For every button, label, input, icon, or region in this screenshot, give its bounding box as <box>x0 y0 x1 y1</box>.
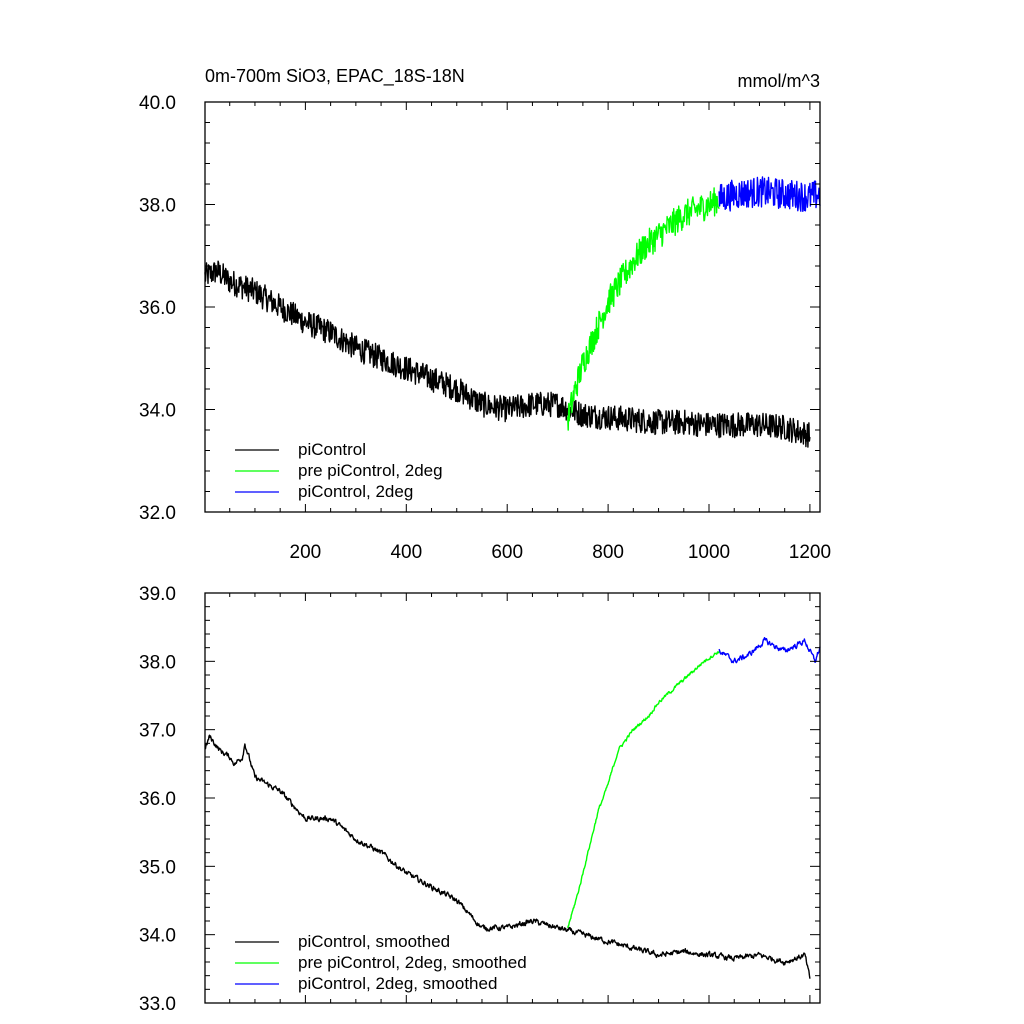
y-tick-label: 33.0 <box>139 994 176 1015</box>
x-tick-label: 600 <box>491 542 523 563</box>
x-tick-label: 1200 <box>789 542 831 563</box>
x-tick-label: 800 <box>592 542 624 563</box>
x-tick-label: 400 <box>390 542 422 563</box>
bottom-series-group <box>204 637 821 979</box>
legend-label: piControl <box>298 440 366 459</box>
series-line-bottom-2 <box>718 637 821 664</box>
bottom-legend: piControl, smoothed pre piControl, 2deg, … <box>235 932 527 993</box>
series-line-bottom-1 <box>567 651 720 929</box>
y-tick-label: 36.0 <box>139 789 176 810</box>
panel-title: 0m-700m SiO3, EPAC_18S-18N <box>205 66 465 87</box>
legend-label: piControl, 2deg, smoothed <box>298 974 497 993</box>
y-tick-label: 34.0 <box>139 926 176 947</box>
top-axes: 200 400 600 800 1000 1200 32.0 34.0 36.0 38.0 40.0 <box>139 93 831 563</box>
series-line-top-2 <box>718 176 821 213</box>
y-tick-label: 40.0 <box>139 93 176 114</box>
y-tick-label: 35.0 <box>139 857 176 878</box>
y-tick-label: 38.0 <box>139 652 176 673</box>
x-tick-label: 200 <box>290 542 322 563</box>
x-tick-label: 1000 <box>688 542 730 563</box>
panel-bottom: 33.0 34.0 35.0 36.0 37.0 38.0 39.0 piControl, … <box>139 584 821 1015</box>
panel-units: mmol/m^3 <box>738 71 820 91</box>
y-tick-label: 34.0 <box>139 401 176 422</box>
panel-top: 0m-700m SiO3, EPAC_18S-18N mmol/m^3 200 4… <box>139 66 831 563</box>
legend-label: piControl, smoothed <box>298 932 450 951</box>
y-tick-label: 38.0 <box>139 196 176 217</box>
bottom-axes: 33.0 34.0 35.0 36.0 37.0 38.0 39.0 <box>139 584 821 1015</box>
legend-label: pre piControl, 2deg <box>298 461 443 480</box>
series-line-top-0 <box>204 260 811 448</box>
top-legend: piControl pre piControl, 2deg piControl, 2… <box>235 440 443 501</box>
y-tick-label: 36.0 <box>139 298 176 319</box>
series-line-top-1 <box>567 187 720 431</box>
y-tick-label: 32.0 <box>139 503 176 524</box>
y-tick-label: 37.0 <box>139 721 176 742</box>
series-line-bottom-0 <box>204 734 811 979</box>
top-series-group <box>204 176 821 448</box>
legend-label: piControl, 2deg <box>298 482 413 501</box>
y-tick-label: 39.0 <box>139 584 176 605</box>
legend-label: pre piControl, 2deg, smoothed <box>298 953 527 972</box>
